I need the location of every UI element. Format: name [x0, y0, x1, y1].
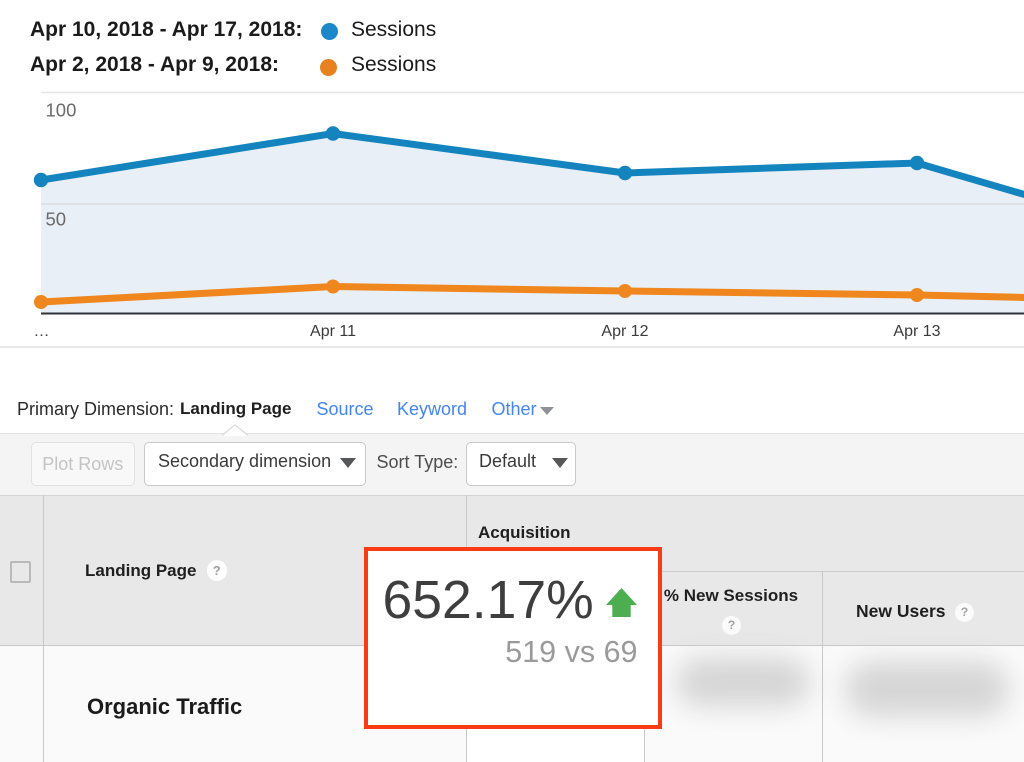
- svg-text:Apr 11: Apr 11: [310, 323, 356, 340]
- svg-text:100: 100: [46, 100, 77, 121]
- svg-text:…: …: [34, 323, 50, 340]
- svg-text:50: 50: [46, 209, 67, 230]
- svg-text:Apr 12: Apr 12: [601, 323, 648, 340]
- svg-text:Apr 13: Apr 13: [893, 323, 940, 340]
